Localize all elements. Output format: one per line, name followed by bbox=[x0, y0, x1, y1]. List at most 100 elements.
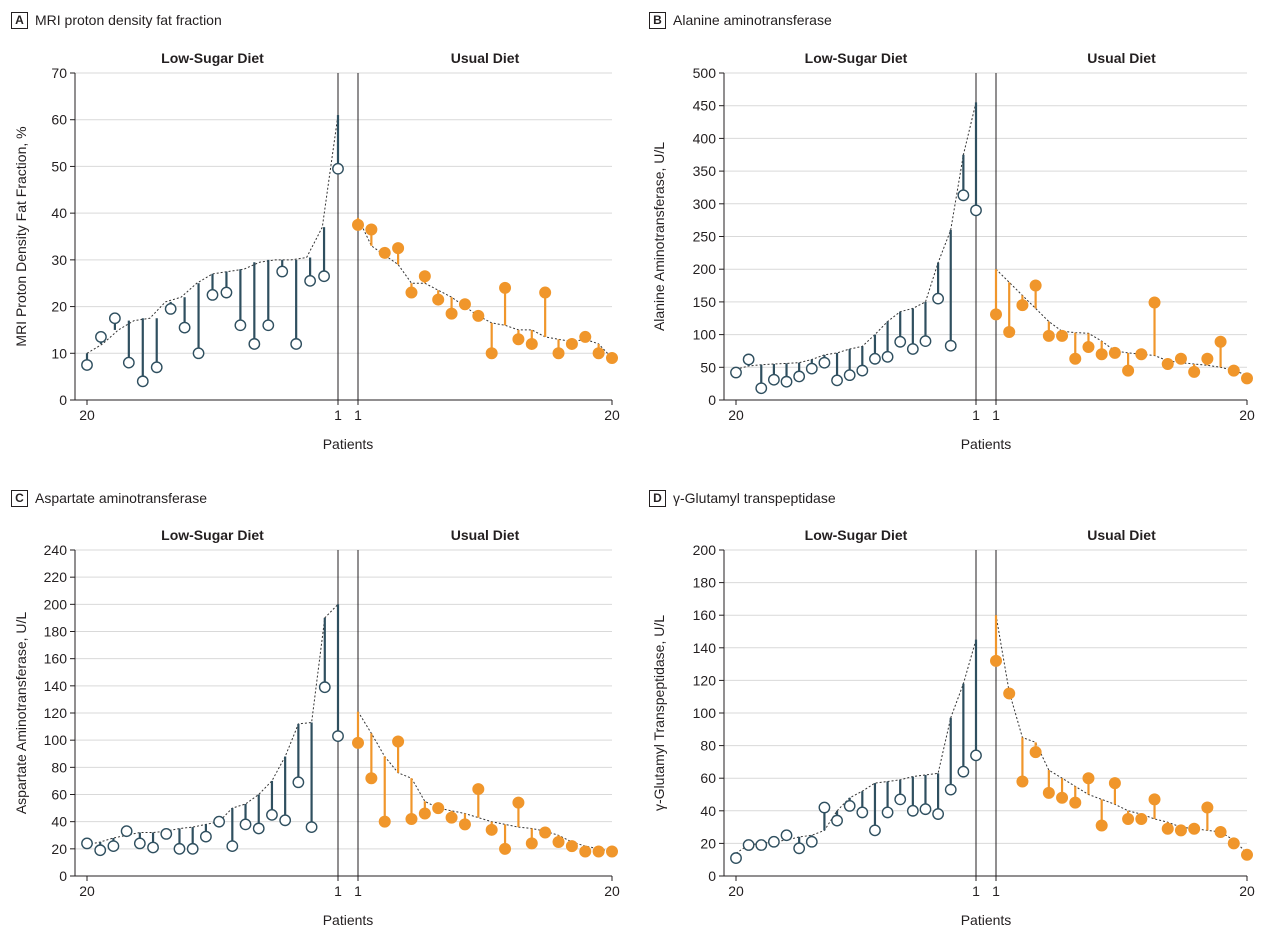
followup-point-open bbox=[970, 204, 982, 217]
followup-point-filled bbox=[512, 796, 525, 809]
baseline-line bbox=[357, 711, 613, 853]
followup-point-open bbox=[120, 825, 133, 838]
followup-point-open bbox=[252, 822, 265, 835]
y-tick-label: 0 bbox=[708, 392, 716, 408]
followup-point-filled bbox=[1042, 786, 1055, 799]
x-tick-label: 20 bbox=[604, 407, 620, 423]
y-tick-label: 60 bbox=[51, 787, 67, 803]
followup-point-filled bbox=[606, 845, 618, 858]
y-tick-label: 300 bbox=[693, 196, 717, 212]
followup-point-open bbox=[755, 382, 768, 395]
followup-point-open bbox=[107, 840, 120, 853]
followup-point-filled bbox=[418, 807, 431, 820]
baseline-line bbox=[995, 268, 1248, 376]
followup-point-filled bbox=[378, 815, 391, 828]
followup-point-filled bbox=[472, 783, 485, 796]
followup-point-filled bbox=[1214, 825, 1227, 838]
followup-point-open bbox=[869, 824, 881, 837]
x-tick-label: 20 bbox=[79, 883, 95, 899]
followup-point-filled bbox=[352, 736, 364, 749]
y-tick-label: 20 bbox=[700, 835, 716, 851]
followup-point-filled bbox=[512, 333, 525, 346]
followup-point-open bbox=[318, 270, 330, 283]
y-tick-label: 160 bbox=[693, 607, 717, 623]
followup-point-filled bbox=[1241, 848, 1253, 861]
followup-point-open bbox=[266, 808, 278, 821]
panel-d: D γ-Glutamyl transpeptidase 0 20 40 60 80 100… bbox=[638, 478, 1267, 928]
followup-point-open bbox=[95, 331, 107, 343]
panel-letter: D bbox=[649, 490, 666, 507]
group-label: Usual Diet bbox=[451, 527, 520, 543]
y-tick-label: 10 bbox=[51, 345, 67, 361]
followup-point-filled bbox=[1201, 801, 1214, 814]
followup-point-open bbox=[290, 338, 303, 350]
followup-point-filled bbox=[539, 286, 552, 299]
followup-point-filled bbox=[1095, 819, 1108, 832]
followup-point-filled bbox=[579, 330, 592, 343]
group-label: Low-Sugar Diet bbox=[805, 527, 908, 543]
x-tick-label: 1 bbox=[334, 407, 342, 423]
x-tick-label: 1 bbox=[334, 883, 342, 899]
followup-point-filled bbox=[365, 223, 378, 236]
y-tick-label: 120 bbox=[693, 672, 717, 688]
followup-point-open bbox=[122, 356, 135, 369]
group-label: Low-Sugar Diet bbox=[805, 50, 908, 66]
y-tick-label: 220 bbox=[44, 569, 68, 585]
x-tick-label: 20 bbox=[79, 407, 95, 423]
followup-point-open bbox=[220, 286, 233, 299]
y-tick-label: 20 bbox=[51, 841, 67, 857]
followup-point-open bbox=[894, 793, 907, 806]
y-tick-label: 200 bbox=[44, 596, 68, 612]
y-axis-label: MRI Proton Density Fat Fraction, % bbox=[13, 126, 29, 346]
y-tick-label: 500 bbox=[693, 65, 717, 81]
y-tick-label: 180 bbox=[44, 624, 68, 640]
followup-point-filled bbox=[1069, 796, 1082, 809]
panel-title: Alanine aminotransferase bbox=[673, 12, 832, 28]
y-tick-label: 60 bbox=[700, 770, 716, 786]
x-tick-label: 1 bbox=[992, 883, 1000, 899]
x-tick-label: 1 bbox=[972, 407, 980, 423]
followup-point-filled bbox=[1148, 296, 1161, 309]
followup-point-open bbox=[906, 804, 919, 817]
followup-point-open bbox=[831, 374, 843, 387]
followup-point-open bbox=[305, 821, 318, 833]
followup-point-open bbox=[932, 292, 945, 305]
followup-point-open bbox=[742, 353, 755, 366]
followup-point-open bbox=[304, 274, 317, 287]
followup-point-filled bbox=[1148, 793, 1161, 806]
followup-point-open bbox=[318, 681, 331, 694]
followup-point-open bbox=[186, 842, 199, 855]
baseline-line bbox=[86, 603, 339, 846]
followup-point-open bbox=[906, 343, 919, 355]
followup-point-open bbox=[234, 319, 247, 332]
followup-point-filled bbox=[432, 802, 445, 815]
followup-point-filled bbox=[392, 242, 405, 255]
x-tick-label: 20 bbox=[1239, 883, 1255, 899]
y-tick-label: 50 bbox=[51, 158, 67, 174]
followup-point-filled bbox=[990, 308, 1002, 321]
followup-point-open bbox=[81, 359, 93, 371]
followup-point-open bbox=[133, 837, 146, 850]
y-tick-label: 400 bbox=[693, 130, 717, 146]
followup-point-filled bbox=[1042, 329, 1055, 342]
followup-point-filled bbox=[606, 351, 618, 364]
followup-point-open bbox=[843, 800, 856, 812]
followup-point-filled bbox=[1135, 348, 1148, 361]
followup-point-open bbox=[248, 338, 261, 350]
x-tick-label: 1 bbox=[354, 407, 362, 423]
followup-point-open bbox=[742, 839, 755, 851]
followup-point-filled bbox=[1188, 365, 1201, 378]
followup-point-filled bbox=[432, 293, 445, 306]
y-axis-label: Aspartate Aminotransferase, U/L bbox=[13, 612, 29, 815]
followup-point-open bbox=[178, 321, 191, 334]
followup-point-open bbox=[793, 842, 806, 855]
group-label: Low-Sugar Diet bbox=[161, 50, 264, 66]
followup-point-open bbox=[944, 339, 957, 352]
followup-point-filled bbox=[1082, 341, 1095, 354]
baseline-line bbox=[995, 615, 1248, 854]
followup-point-filled bbox=[1056, 329, 1069, 342]
y-tick-label: 100 bbox=[693, 327, 717, 343]
followup-point-open bbox=[108, 312, 121, 325]
y-tick-label: 40 bbox=[51, 814, 67, 830]
